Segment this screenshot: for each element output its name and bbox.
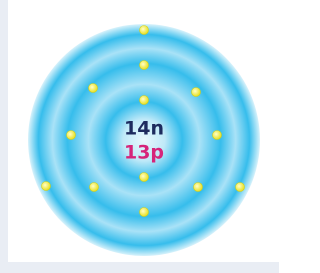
electron: [140, 173, 149, 182]
electron: [194, 183, 203, 192]
electron: [42, 182, 51, 191]
proton-label: 13p: [124, 142, 164, 164]
electron: [89, 84, 98, 93]
electron: [140, 26, 149, 35]
atom-diagram: 14n 13p: [0, 0, 279, 273]
electron: [140, 96, 149, 105]
electron: [192, 88, 201, 97]
electron: [90, 183, 99, 192]
electron: [236, 183, 245, 192]
neutron-label: 14n: [124, 118, 164, 140]
electron: [67, 131, 76, 140]
electron-shells: [28, 24, 260, 256]
electron: [140, 61, 149, 70]
electron: [213, 131, 222, 140]
electron: [140, 208, 149, 217]
